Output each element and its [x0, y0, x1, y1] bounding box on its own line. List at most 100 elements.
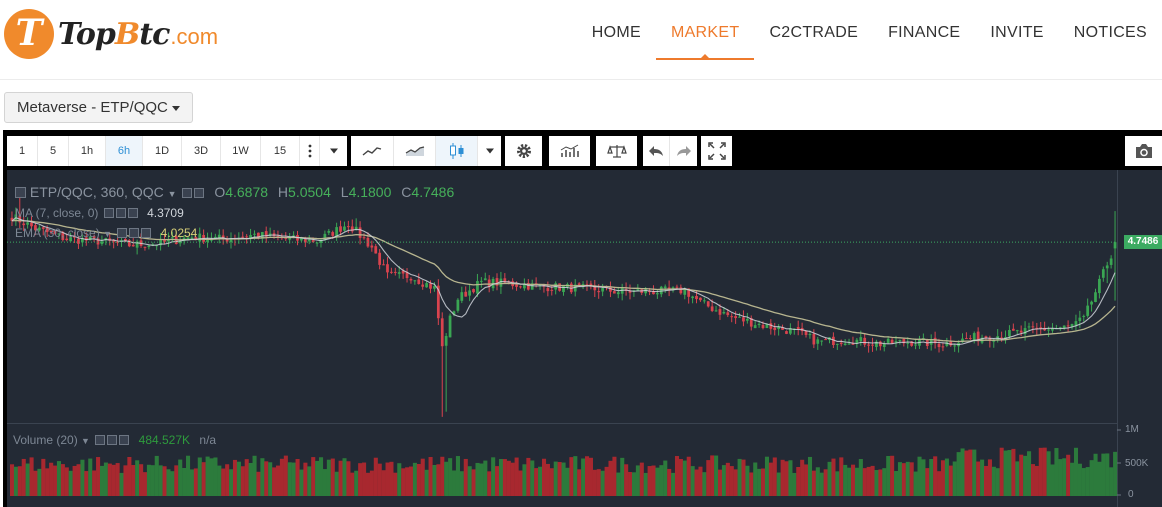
eye-icon[interactable]: [117, 228, 128, 238]
candle-body: [92, 236, 96, 238]
volume-bar: [827, 461, 832, 496]
interval-6h[interactable]: 6h: [106, 136, 143, 166]
interval-3d[interactable]: 3D: [182, 136, 221, 166]
volume-bar: [377, 463, 382, 496]
volume-bar: [158, 465, 163, 496]
gear-icon[interactable]: [115, 208, 126, 218]
more-intervals-button[interactable]: [300, 136, 320, 166]
nav-market[interactable]: MARKET: [655, 0, 755, 60]
volume-bar: [991, 466, 996, 496]
ema-dropdown-icon[interactable]: ▼: [103, 229, 112, 239]
eye-icon[interactable]: [95, 435, 106, 445]
volume-bar: [843, 464, 848, 496]
candle-body: [882, 343, 886, 348]
candle-body: [452, 311, 456, 315]
gear-icon[interactable]: [194, 188, 205, 198]
line-chart-button[interactable]: [351, 136, 394, 166]
close-icon[interactable]: [119, 435, 130, 445]
volume-bar: [972, 449, 977, 496]
interval-5[interactable]: 5: [38, 136, 69, 166]
candle-body: [61, 232, 65, 241]
indicators-button[interactable]: [549, 136, 590, 166]
volume-bar: [502, 459, 507, 496]
candle-body: [41, 227, 45, 229]
candle-body: [1058, 327, 1062, 329]
chart-plot-area[interactable]: ETP/QQC, 360, QQC ▼ O4.6878 H5.0504 L4.1…: [7, 170, 1162, 507]
volume-bar: [612, 456, 617, 496]
volume-bar: [1046, 451, 1051, 496]
candle-body: [495, 278, 499, 286]
ohlc-close: C4.7486: [401, 184, 455, 200]
candle-body: [253, 233, 256, 235]
gear-icon[interactable]: [129, 228, 140, 238]
volume-bar: [1109, 467, 1114, 496]
candle-body: [785, 331, 788, 334]
volume-bar: [1066, 454, 1071, 496]
close-icon[interactable]: [141, 228, 152, 238]
volume-bar: [600, 470, 605, 496]
fullscreen-button[interactable]: [701, 136, 732, 166]
candle-body: [135, 241, 139, 248]
compare-button[interactable]: [596, 136, 637, 166]
candle-body: [1023, 328, 1027, 335]
interval-1d[interactable]: 1D: [143, 136, 182, 166]
volume-bar: [283, 455, 288, 496]
nav-notices[interactable]: NOTICES: [1073, 24, 1147, 41]
volume-bar: [690, 466, 695, 496]
snapshot-button[interactable]: [1125, 136, 1162, 166]
interval-1h[interactable]: 1h: [69, 136, 106, 166]
nav-home[interactable]: HOME: [591, 24, 641, 41]
price-volume-plot[interactable]: [7, 170, 1162, 507]
candle-body: [225, 239, 229, 242]
volume-bar: [557, 462, 562, 496]
volume-bar: [764, 456, 770, 496]
volume-bar: [569, 457, 574, 496]
interval-1w[interactable]: 1W: [221, 136, 261, 166]
volume-bar: [146, 464, 151, 496]
candlestick-chart-button[interactable]: [436, 136, 478, 166]
undo-button[interactable]: [643, 136, 670, 166]
settings-button[interactable]: [505, 136, 542, 166]
collapse-legend-icon[interactable]: [15, 187, 26, 198]
intervals-dropdown-button[interactable]: [320, 136, 347, 166]
area-chart-button[interactable]: [394, 136, 436, 166]
volume-bar: [166, 469, 171, 496]
volume-bar: [674, 456, 680, 496]
eye-icon[interactable]: [103, 208, 114, 218]
volume-bar: [1007, 450, 1012, 496]
candle-body: [886, 338, 890, 343]
candle-body: [448, 315, 452, 338]
nav-c2ctrade[interactable]: C2CTRADE: [769, 24, 859, 41]
volume-bar: [80, 459, 85, 496]
ema-value: 4.0254: [160, 226, 198, 240]
volume-bar: [295, 459, 300, 496]
candle-body: [147, 245, 151, 248]
eye-icon[interactable]: [182, 188, 193, 198]
nav-invite[interactable]: INVITE: [990, 24, 1044, 41]
candle-body: [515, 284, 518, 287]
nav-finance[interactable]: FINANCE: [888, 24, 961, 41]
interval-1[interactable]: 1: [7, 136, 38, 166]
volume-bar: [197, 457, 202, 496]
candle-body: [659, 286, 663, 295]
candle-body: [370, 245, 374, 248]
candle-body: [413, 280, 417, 282]
volume-dropdown-icon[interactable]: ▼: [81, 436, 90, 446]
last-price-tag: 4.7486: [1124, 235, 1162, 250]
candle-body: [1027, 326, 1031, 328]
symbol-dropdown-icon[interactable]: ▼: [167, 189, 177, 199]
volume-bar: [706, 460, 711, 496]
gear-icon[interactable]: [107, 435, 118, 445]
volume-bar: [592, 469, 597, 496]
candle-body: [726, 312, 730, 316]
volume-bar: [260, 458, 265, 496]
volume-bar: [479, 463, 484, 496]
pair-selector-dropdown[interactable]: Metaverse - ETP/QQC: [4, 92, 193, 123]
volume-bar: [858, 459, 863, 496]
interval-15[interactable]: 15: [261, 136, 300, 166]
redo-button[interactable]: [670, 136, 697, 166]
chart-style-dropdown[interactable]: [478, 136, 501, 166]
close-icon[interactable]: [127, 208, 138, 218]
